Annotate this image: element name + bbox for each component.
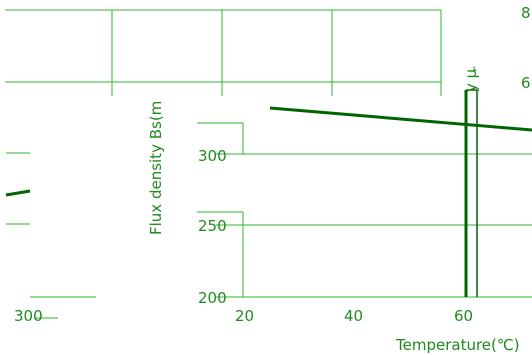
y-tick-label-300: 300 xyxy=(198,147,227,165)
x-tick-label-40: 40 xyxy=(344,307,363,325)
right-tick-label-6: 6 xyxy=(521,74,531,92)
data-marks xyxy=(5,106,532,197)
x-tick-label-300: 300 xyxy=(14,307,43,325)
y-tick-label-200: 200 xyxy=(198,289,227,307)
series-line xyxy=(269,106,532,132)
chart-text: 8 6 300 250 200 300 20 40 60 Temperature… xyxy=(14,4,531,354)
right-tick-label-8: 8 xyxy=(521,4,531,22)
y-axis-label: Flux density Bs(m xyxy=(147,101,165,235)
x-tick-label-20: 20 xyxy=(235,307,254,325)
series-line-fragment xyxy=(5,189,31,197)
grid-lines xyxy=(5,9,532,319)
x-tick-label-60: 60 xyxy=(454,307,473,325)
y-tick-label-250: 250 xyxy=(198,217,227,235)
y2-axis-label: y μ xyxy=(462,68,480,92)
x-axis-label: Temperature(℃) xyxy=(395,336,520,354)
